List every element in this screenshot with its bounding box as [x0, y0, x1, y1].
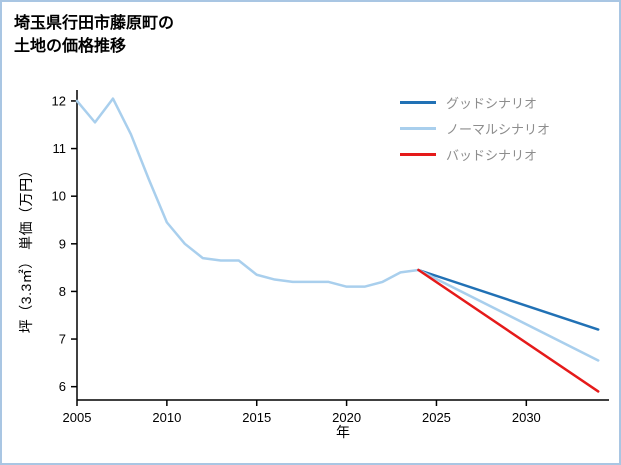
legend: グッドシナリオ ノーマルシナリオ バッドシナリオ [400, 94, 550, 172]
legend-item-good-scenario: グッドシナリオ [400, 94, 550, 111]
svg-text:2010: 2010 [152, 410, 181, 425]
chart-title-line2: 土地の価格推移 [14, 38, 127, 56]
chart-title: 埼玉県行田市藤原町の 土地の価格推移 [14, 12, 174, 58]
legend-line-swatch-normal [400, 126, 436, 130]
legend-label-bad: バッドシナリオ [446, 147, 538, 163]
svg-text:2020: 2020 [332, 410, 361, 425]
chart-title-line1: 埼玉県行田市藤原町の [14, 15, 175, 32]
svg-text:9: 9 [59, 236, 66, 251]
svg-text:2025: 2025 [422, 410, 451, 425]
svg-text:12: 12 [52, 93, 66, 108]
svg-text:10: 10 [52, 189, 66, 204]
svg-text:6: 6 [59, 379, 66, 394]
svg-text:8: 8 [59, 284, 66, 299]
y-axis-label: 坪（3.3㎡） 単価（万円） [18, 162, 34, 334]
legend-label-normal: ノーマルシナリオ [446, 121, 551, 137]
x-axis-label: 年 [336, 424, 350, 440]
svg-text:2015: 2015 [242, 410, 271, 425]
legend-item-bad-scenario: バッドシナリオ [400, 146, 550, 163]
svg-text:11: 11 [53, 141, 67, 156]
svg-text:7: 7 [59, 332, 66, 347]
svg-text:2005: 2005 [63, 410, 92, 425]
svg-text:2030: 2030 [512, 410, 541, 425]
legend-line-swatch-bad [400, 152, 436, 156]
legend-label-good: グッドシナリオ [446, 95, 538, 111]
legend-line-swatch-good [400, 100, 436, 104]
legend-item-normal-scenario: ノーマルシナリオ [400, 120, 551, 137]
